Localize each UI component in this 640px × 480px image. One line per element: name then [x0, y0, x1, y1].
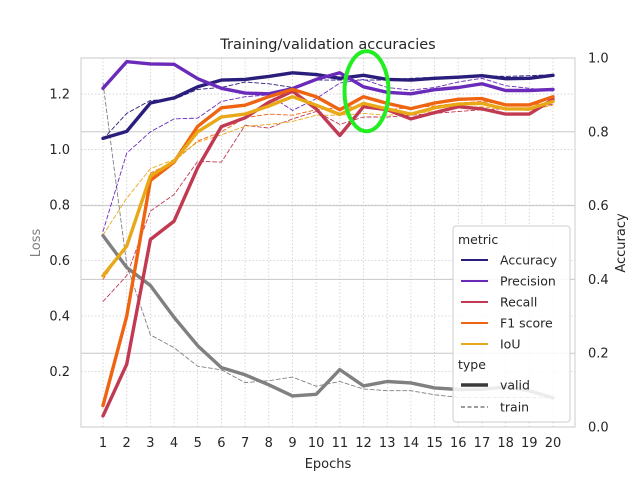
series-recall-valid	[101, 89, 555, 418]
y-tick-label-right: 0.8	[588, 125, 609, 140]
y-axis-label-right: Accuracy	[614, 213, 629, 273]
series-precision-valid	[101, 60, 555, 96]
legend-label-f1-score: F1 score	[500, 316, 553, 331]
x-tick-label: 4	[170, 436, 178, 451]
y-tick-label-right: 0.0	[588, 421, 609, 436]
x-tick-label: 3	[146, 436, 154, 451]
x-tick-label: 2	[123, 436, 131, 451]
x-tick-label: 17	[474, 436, 491, 451]
y-tick-label-left: 0.6	[49, 254, 70, 269]
x-tick-label: 7	[241, 436, 249, 451]
y-tick-label-right: 0.2	[588, 347, 609, 362]
legend-label-recall: Recall	[500, 295, 537, 310]
y-tick-label-left: 0.8	[49, 199, 70, 214]
y-tick-label-right: 0.4	[588, 273, 609, 288]
x-tick-label: 11	[332, 436, 349, 451]
ticks: 1 2 3 4 5 6 7 8 9 10 11 12 13 14 15 16 17 18 19 200.20.40.6…	[49, 52, 608, 452]
x-tick-label: 13	[379, 436, 396, 451]
x-tick-label: 12	[355, 436, 372, 451]
x-tick-label: 16	[450, 436, 467, 451]
legend-type-title: type	[458, 357, 486, 372]
legend-metric-entries: Accuracy Precision Recall F1 score IoU	[461, 253, 558, 352]
highlight	[342, 49, 391, 134]
legend-label-precision: Precision	[500, 274, 556, 289]
y-tick-label-left: 0.2	[49, 365, 70, 380]
x-axis-label: Epochs	[305, 457, 352, 472]
x-tick-label: 6	[217, 436, 225, 451]
chart-title: Training/validation accuracies	[219, 37, 435, 53]
legend-metric-title: metric	[458, 232, 498, 247]
y-tick-label-right: 0.6	[588, 199, 609, 214]
y-tick-label-left: 0.4	[49, 310, 70, 325]
x-tick-label: 19	[521, 436, 538, 451]
highlight-ellipse	[342, 49, 391, 134]
y-tick-label-right: 1.0	[588, 52, 609, 67]
x-tick-label: 14	[403, 436, 420, 451]
legend: metric Accuracy Precision Recall F1 score Io…	[452, 225, 571, 423]
x-tick-label: 8	[265, 436, 273, 451]
legend-label-valid: valid	[500, 378, 530, 393]
series-precision-train	[102, 77, 554, 232]
x-tick-label: 1	[99, 436, 107, 451]
legend-label-accuracy: Accuracy	[500, 253, 558, 268]
x-tick-label: 15	[426, 436, 443, 451]
x-tick-label: 10	[308, 436, 325, 451]
legend-label-iou: IoU	[500, 337, 520, 352]
x-tick-label: 20	[545, 436, 562, 451]
x-tick-label: 9	[288, 436, 296, 451]
series-iou-valid	[101, 94, 555, 278]
series-lines	[101, 60, 555, 418]
x-tick-label: 5	[194, 436, 202, 451]
x-tick-label: 18	[497, 436, 514, 451]
legend-label-train: train	[500, 400, 529, 415]
y-axis-label-left: Loss	[29, 229, 44, 258]
legend-type-entries: valid train	[461, 378, 530, 415]
legend-box	[452, 225, 571, 423]
y-tick-label-left: 1.0	[49, 143, 70, 158]
y-tick-label-left: 1.2	[49, 88, 70, 103]
